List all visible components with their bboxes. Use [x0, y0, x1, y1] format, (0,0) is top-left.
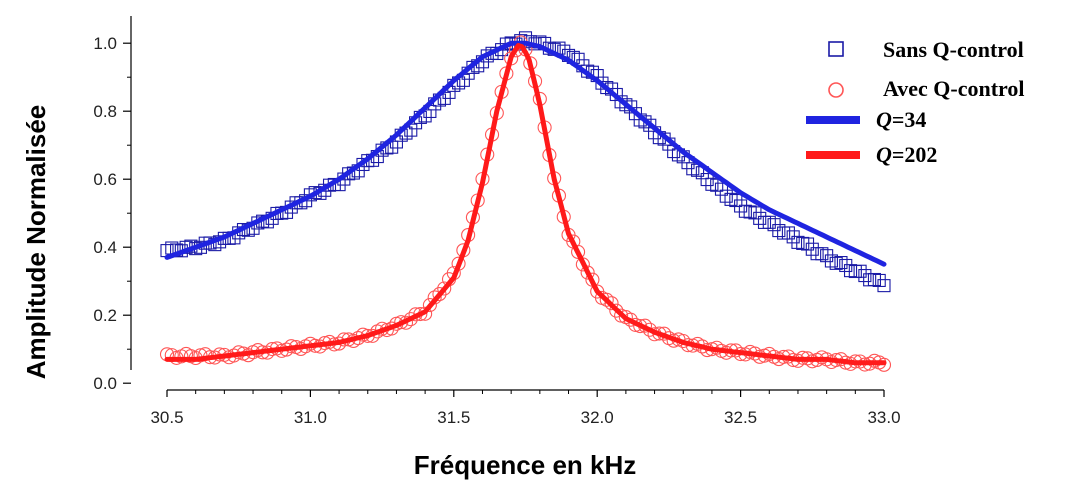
data-point-square — [738, 204, 752, 218]
data-point-square — [791, 235, 805, 249]
data-point-square — [619, 98, 633, 112]
data-point-square — [853, 264, 867, 278]
data-point-square — [815, 247, 829, 261]
y-tick-label: 0.4 — [93, 238, 117, 257]
axes: 30.5 31.0 31.5 32.0 32.5 33.0 0.0 0.2 0.4 0.6 0.8 1… — [93, 16, 901, 427]
data-point-square — [624, 100, 638, 114]
data-point-square — [322, 178, 337, 192]
data-point-circle — [604, 296, 619, 311]
data-point-square — [800, 237, 815, 251]
data-point-square — [762, 215, 776, 229]
data-point-square — [710, 178, 724, 192]
fit-line-q202 — [164, 43, 887, 366]
data-point-square — [714, 182, 729, 196]
legend-marker-square — [828, 41, 844, 57]
y-axis-title: Amplitude Normalisée — [21, 105, 51, 380]
data-point-circle — [599, 292, 614, 307]
data-point-circle — [571, 244, 586, 260]
legend-label-q202: Q=202 — [876, 142, 937, 167]
legend-marker-circle — [828, 82, 844, 98]
data-point-square — [705, 177, 719, 191]
data-point-square — [829, 256, 843, 270]
data-point-square — [772, 224, 786, 238]
data-point-square — [843, 264, 858, 278]
series-sans-q-control — [160, 31, 891, 293]
data-point-circle — [580, 265, 595, 280]
data-point-square — [872, 273, 886, 288]
data-point-square — [686, 162, 700, 176]
data-point-circle — [437, 281, 452, 296]
data-point-square — [638, 115, 652, 129]
x-tick-label: 31.5 — [437, 408, 470, 427]
data-point-square — [858, 269, 872, 283]
data-point-square — [834, 256, 848, 270]
x-tick-label: 31.0 — [294, 408, 327, 427]
y-tick-label: 0.0 — [93, 374, 117, 393]
data-point-square — [781, 226, 795, 240]
data-point-square — [753, 211, 767, 225]
data-point-square — [863, 273, 877, 287]
data-point-square — [643, 118, 657, 132]
series-avec-q-control — [159, 35, 892, 372]
y-tick-label: 0.8 — [93, 102, 117, 121]
data-point-square — [777, 226, 791, 240]
data-point-circle — [642, 322, 657, 337]
data-point-circle — [193, 348, 208, 363]
data-point-square — [600, 80, 614, 95]
x-axis-title: Fréquence en kHz — [414, 450, 637, 480]
legend-label-avec-q-control: Avec Q-control — [883, 76, 1025, 101]
x-tick-label: 30.5 — [150, 408, 183, 427]
data-point-square — [614, 95, 628, 109]
legend-label-sans-q-control: Sans Q-control — [883, 37, 1024, 62]
data-point-circle — [413, 307, 428, 322]
fit-line-q34 — [164, 40, 887, 267]
x-tick-label: 32.0 — [581, 408, 614, 427]
y-tick-label: 1.0 — [93, 34, 117, 53]
data-point-square — [820, 249, 834, 263]
data-point-square — [719, 189, 733, 203]
data-point-square — [805, 242, 819, 256]
y-tick-label: 0.6 — [93, 170, 117, 189]
data-point-circle — [609, 303, 624, 318]
data-point-circle — [422, 298, 437, 313]
data-point-square — [877, 279, 891, 293]
legend: Sans Q-control Avec Q-control Q=34 Q=202 — [806, 37, 1025, 167]
x-tick-label: 33.0 — [867, 408, 900, 427]
legend-label-q34: Q=34 — [876, 107, 926, 132]
x-tick-label: 32.5 — [724, 408, 757, 427]
data-point-circle — [432, 287, 447, 302]
data-point-square — [824, 254, 838, 268]
y-tick-label: 0.2 — [93, 306, 117, 325]
plot-area — [159, 31, 892, 372]
data-point-square — [724, 192, 738, 206]
